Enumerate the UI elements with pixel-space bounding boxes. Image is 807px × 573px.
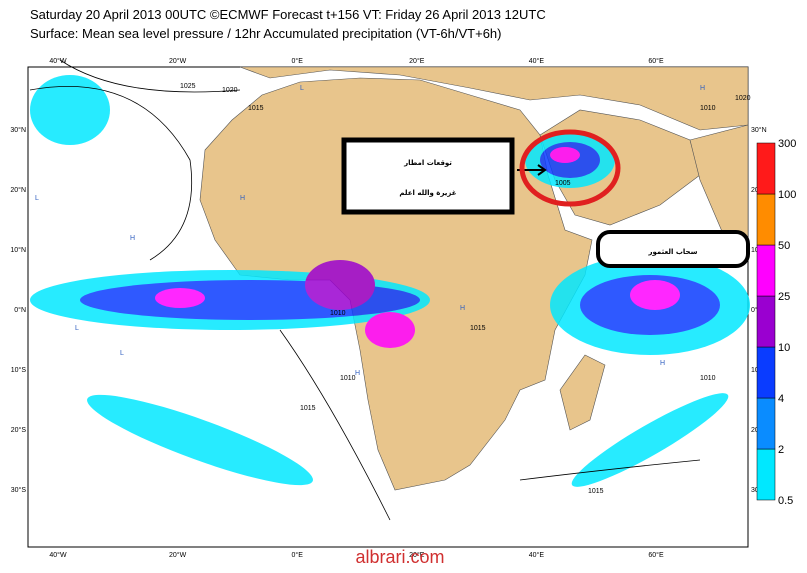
pressure-centre: L (75, 325, 79, 332)
lon-label: 20°E (409, 57, 425, 65)
colorbar-label: 10 (778, 342, 790, 354)
colorbar-label: 100 (778, 189, 796, 201)
lat-label: 30°N (751, 126, 767, 134)
annotation-text: غزيرة والله اعلم (399, 189, 456, 197)
highlight-circle (519, 129, 621, 207)
pressure-centre: H (130, 235, 135, 242)
lon-label: 40°E (529, 551, 545, 559)
lat-label: 20°S (11, 426, 27, 434)
colorbar-segment (756, 244, 776, 297)
map (27, 59, 750, 548)
cloud-frame (596, 230, 750, 268)
cloud-label-box: سحاب العثمور (596, 230, 750, 268)
lat-label: 10°N (10, 246, 26, 254)
annotation-box: توقعات امطار غزيرة والله اعلم (341, 129, 621, 215)
isobar-label: 1015 (588, 488, 604, 495)
colorbar-label: 25 (778, 291, 790, 303)
isobar-label: 1010 (700, 375, 716, 382)
subtitle: Surface: Mean sea level pressure / 12hr … (30, 26, 502, 41)
colorbar-label: 0.5 (778, 495, 793, 507)
lon-label: 0°E (292, 57, 304, 65)
colorbar-segment (756, 448, 776, 501)
lon-label: 40°E (529, 57, 545, 65)
lat-label: 0°N (14, 306, 26, 314)
colorbar-segment (756, 295, 776, 348)
europe (239, 66, 749, 131)
colorbar-label: 50 (778, 240, 790, 252)
title: Saturday 20 April 2013 00UTC ©ECMWF Fore… (30, 7, 546, 22)
pressure-centre: L (35, 195, 39, 202)
pressure-centre: H (355, 370, 360, 377)
lon-label: 0°E (292, 551, 304, 559)
isobar-lines (29, 59, 701, 521)
pressure-centre: H (660, 360, 665, 367)
lon-label: 40°W (49, 551, 67, 559)
isobar-label: 1020 (735, 95, 751, 102)
pressure-centre: L (120, 350, 124, 357)
annotation-frame (341, 137, 515, 215)
isobar-label: 1020 (222, 87, 238, 94)
lat-label: 30°N (10, 126, 26, 134)
pressure-centre: L (300, 85, 304, 92)
isobar-label: 1010 (340, 375, 356, 382)
colorbar-label: 4 (778, 393, 784, 405)
isobar-label: 1015 (470, 325, 486, 332)
watermark: albrari.com (355, 547, 444, 567)
colorbar: 0.5 2 4 10 25 50 100 300 (756, 138, 796, 507)
madagascar (559, 354, 606, 431)
cloud-text: سحاب العثمور (648, 248, 698, 256)
isobar-label: 1015 (300, 405, 316, 412)
colorbar-label: 2 (778, 444, 784, 456)
pressure-centre: H (700, 85, 705, 92)
colorbar-label: 300 (778, 138, 796, 150)
isobar-label: 1010 (330, 310, 346, 317)
lon-label: 20°W (169, 57, 187, 65)
lat-label: 30°S (11, 486, 27, 494)
pressure-centre: H (460, 305, 465, 312)
isobar-label: 1025 (180, 83, 196, 90)
lon-label: 40°W (49, 57, 67, 65)
lon-label: 20°E (409, 551, 425, 559)
lat-label: 20°N (10, 186, 26, 194)
isobar-label: 1015 (248, 105, 264, 112)
colorbar-segment (756, 142, 776, 195)
colorbar-segment (756, 193, 776, 246)
lon-label: 20°W (169, 551, 187, 559)
isobar-label: 1010 (700, 105, 716, 112)
lon-label: 60°E (648, 57, 664, 65)
precipitation (30, 75, 750, 487)
lat-label: 10°S (11, 366, 27, 374)
isobar-label: 1005 (555, 180, 571, 187)
annotation-text: توقعات امطار (403, 159, 452, 167)
lon-label: 60°E (648, 551, 664, 559)
pressure-centre: H (240, 195, 245, 202)
colorbar-segment (756, 346, 776, 399)
colorbar-segment (756, 397, 776, 450)
